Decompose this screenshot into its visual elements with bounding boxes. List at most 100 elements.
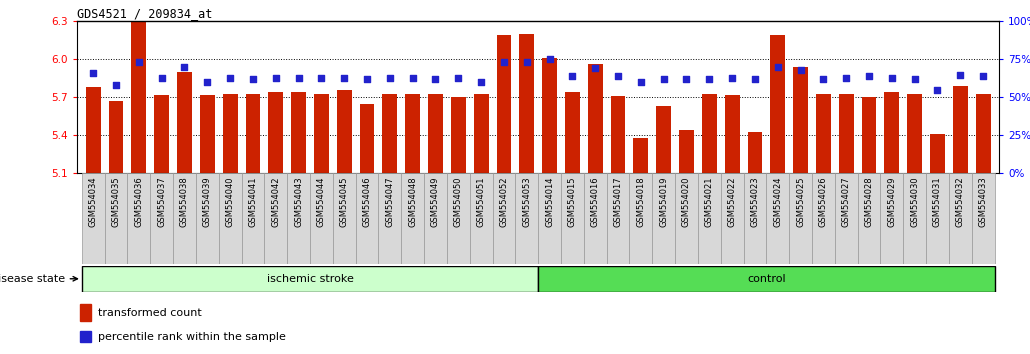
FancyBboxPatch shape [173, 173, 196, 264]
Bar [885, 92, 899, 173]
Text: GSM554051: GSM554051 [477, 176, 485, 227]
Bar [542, 58, 557, 173]
FancyBboxPatch shape [881, 173, 903, 264]
Point [153, 75, 170, 80]
Point [678, 76, 694, 82]
Text: GSM554027: GSM554027 [842, 176, 851, 227]
Bar [862, 97, 877, 173]
FancyBboxPatch shape [652, 173, 675, 264]
FancyBboxPatch shape [561, 173, 584, 264]
FancyBboxPatch shape [744, 173, 766, 264]
FancyBboxPatch shape [470, 173, 492, 264]
FancyBboxPatch shape [812, 173, 834, 264]
Bar [656, 106, 672, 173]
Point [724, 75, 741, 80]
Text: GSM554045: GSM554045 [340, 176, 349, 227]
Point [632, 79, 649, 85]
FancyBboxPatch shape [766, 173, 789, 264]
Bar [496, 35, 511, 173]
Text: GSM554034: GSM554034 [89, 176, 98, 227]
Bar [382, 93, 398, 173]
Text: GSM554028: GSM554028 [864, 176, 873, 227]
Bar [222, 93, 238, 173]
Bar [474, 93, 488, 173]
Text: GSM554040: GSM554040 [226, 176, 235, 227]
FancyBboxPatch shape [378, 173, 402, 264]
Bar [359, 104, 375, 173]
FancyBboxPatch shape [81, 173, 105, 264]
FancyBboxPatch shape [515, 173, 538, 264]
Bar [930, 134, 945, 173]
Point [815, 76, 831, 82]
Point [358, 76, 375, 82]
FancyBboxPatch shape [789, 173, 812, 264]
Point [861, 73, 878, 79]
Text: GSM554025: GSM554025 [796, 176, 805, 227]
Point [952, 72, 968, 77]
Point [221, 75, 238, 80]
FancyBboxPatch shape [492, 173, 515, 264]
Text: GSM554038: GSM554038 [180, 176, 188, 227]
Text: GSM554018: GSM554018 [637, 176, 646, 227]
FancyBboxPatch shape [698, 173, 721, 264]
Bar [79, 331, 91, 343]
FancyBboxPatch shape [265, 173, 287, 264]
Point [85, 70, 102, 76]
Point [929, 87, 946, 92]
Point [290, 75, 307, 80]
Point [108, 82, 125, 88]
Point [518, 59, 535, 65]
Text: GSM554053: GSM554053 [522, 176, 531, 227]
Bar [816, 93, 831, 173]
Bar [633, 138, 648, 173]
FancyBboxPatch shape [447, 173, 470, 264]
FancyBboxPatch shape [971, 173, 995, 264]
Bar [679, 130, 694, 173]
FancyBboxPatch shape [858, 173, 881, 264]
FancyBboxPatch shape [538, 173, 561, 264]
Text: GSM554030: GSM554030 [911, 176, 919, 227]
Point [495, 59, 512, 65]
Point [176, 64, 193, 70]
Point [542, 56, 558, 62]
FancyBboxPatch shape [584, 173, 607, 264]
Text: GSM554044: GSM554044 [317, 176, 325, 227]
Point [473, 79, 489, 85]
Point [245, 76, 262, 82]
Bar [611, 96, 625, 173]
FancyBboxPatch shape [675, 173, 698, 264]
Point [701, 76, 718, 82]
FancyBboxPatch shape [128, 173, 150, 264]
FancyBboxPatch shape [81, 266, 538, 292]
Bar [701, 93, 717, 173]
FancyBboxPatch shape [949, 173, 971, 264]
Text: GSM554026: GSM554026 [819, 176, 828, 227]
Text: GSM554042: GSM554042 [271, 176, 280, 227]
Point [564, 73, 581, 79]
Bar [953, 86, 968, 173]
Point [974, 73, 991, 79]
Text: control: control [747, 274, 786, 284]
Text: transformed count: transformed count [98, 308, 202, 318]
Bar [725, 95, 740, 173]
Bar [428, 93, 443, 173]
Bar [907, 93, 922, 173]
Text: GSM554049: GSM554049 [431, 176, 440, 227]
FancyBboxPatch shape [310, 173, 333, 264]
Bar [79, 304, 91, 321]
Text: GSM554032: GSM554032 [956, 176, 965, 227]
Bar [314, 93, 329, 173]
Text: GSM554015: GSM554015 [568, 176, 577, 227]
FancyBboxPatch shape [242, 173, 265, 264]
FancyBboxPatch shape [402, 173, 424, 264]
Bar [838, 93, 854, 173]
FancyBboxPatch shape [287, 173, 310, 264]
Point [610, 73, 626, 79]
Bar [793, 67, 808, 173]
FancyBboxPatch shape [196, 173, 218, 264]
Point [405, 75, 421, 80]
Text: percentile rank within the sample: percentile rank within the sample [98, 332, 286, 342]
Point [884, 75, 900, 80]
Bar [132, 21, 146, 173]
Point [427, 76, 444, 82]
